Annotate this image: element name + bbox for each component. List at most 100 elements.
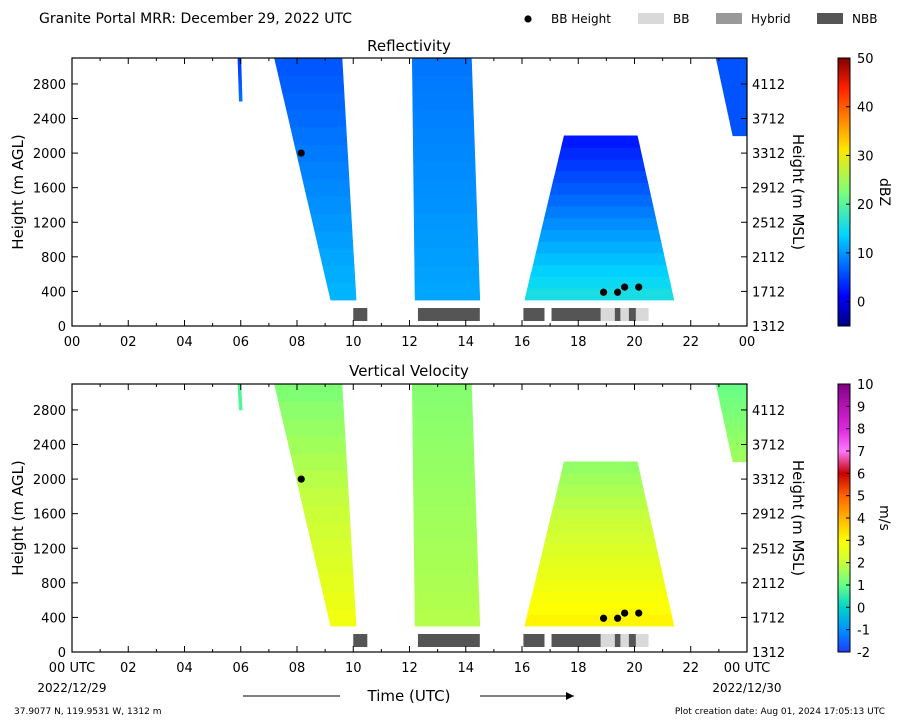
panel-1-y2label: Height (m MSL) [789, 134, 807, 250]
x-tick-label: 02 [120, 335, 137, 350]
echo-slice [532, 578, 667, 592]
echo-slice [527, 276, 672, 289]
echo-slice [414, 265, 480, 284]
echo-slice [715, 383, 748, 390]
bb-class-nbb-segment [551, 634, 601, 647]
figure-title: Granite Portal MRR: December 29, 2022 UT… [39, 11, 352, 27]
echo-slice [530, 590, 670, 603]
colorbar-velocity-label: m/s [876, 505, 892, 531]
y-tick-label: 0 [58, 320, 66, 335]
bb-class-nbb-segment [551, 308, 601, 321]
x-tick-label: 18 [570, 335, 587, 350]
x-tick-label: 20 [626, 661, 643, 676]
echo-slice [552, 496, 649, 510]
echo-slice [413, 539, 478, 558]
panel-2-title: Vertical Velocity [349, 362, 469, 380]
echo-slice [411, 57, 473, 76]
echo-slice [414, 608, 481, 627]
echo-slice [724, 422, 748, 429]
echo-region-echo-23 [715, 57, 748, 137]
echo-slice [413, 213, 478, 232]
panel-2-y2label: Height (m MSL) [789, 460, 807, 576]
echo-region-band-07-10 [274, 57, 357, 301]
x-tick-label: 02 [120, 661, 137, 676]
colorbar-velocity-tick-label: 6 [857, 467, 865, 482]
x-tick-label: 04 [176, 661, 193, 676]
bb-height-point [621, 609, 629, 617]
bb-height-point [621, 283, 629, 291]
colorbar-reflectivity-tick-label: 50 [857, 52, 874, 67]
echo-slice [561, 135, 641, 148]
y-tick-label: 1200 [33, 216, 66, 231]
x-tick-label: 04 [176, 335, 193, 350]
echo-slice [412, 144, 476, 162]
echo-slice [722, 416, 748, 424]
echo-slice [527, 602, 672, 615]
legend-hybrid-label: Hybrid [751, 12, 791, 26]
echo-slice [535, 241, 664, 254]
echo-slice [532, 252, 667, 266]
colorbar-reflectivity-bar [837, 57, 851, 327]
x-tick-label: 10 [345, 335, 362, 350]
echo-slice [413, 487, 476, 506]
bb-class-bb-segment [600, 634, 615, 647]
y-tick-label: 2800 [33, 78, 66, 93]
echo-slice [412, 126, 475, 145]
y2-tick-label: 2512 [752, 542, 785, 557]
echo-slice [720, 79, 748, 87]
echo-slice [719, 400, 748, 407]
bb-class-nbb-segment [628, 308, 636, 321]
colorbar-reflectivity-tick-label: 0 [857, 296, 865, 311]
bb-height-point [297, 475, 305, 483]
x-tick-label: 16 [514, 661, 531, 676]
bb-class-nbb-segment [523, 634, 545, 647]
echo-slice [238, 76, 242, 80]
echo-slice [555, 484, 646, 498]
bb-class-nbb-segment [628, 634, 636, 647]
echo-slice [546, 194, 654, 207]
echo-slice [412, 75, 473, 93]
y-tick-label: 1600 [33, 508, 66, 523]
echo-slice [725, 428, 748, 435]
echo-slice [237, 63, 242, 68]
echo-slice [721, 85, 748, 92]
echo-slice [306, 521, 352, 540]
echo-slice [302, 178, 351, 197]
echo-slice [310, 213, 353, 232]
colorbar-velocity-tick-label: 3 [857, 534, 865, 549]
echo-slice [412, 435, 475, 454]
echo-slice [306, 196, 352, 214]
colorbar-velocity-tick-label: 7 [857, 445, 865, 460]
echo-slice [558, 147, 643, 160]
echo-slice [326, 282, 357, 301]
echo-slice [524, 287, 675, 301]
bb-class-bb-segment [600, 308, 615, 321]
echo-slice [238, 82, 243, 87]
echo-slice [535, 567, 664, 580]
echo-slice [716, 389, 748, 396]
echo-slice [322, 591, 356, 610]
echo-slice [412, 452, 475, 471]
colorbar-reflectivity-label: dBZ [876, 178, 892, 206]
colorbar-velocity-tick-label: 4 [857, 512, 865, 527]
start-date-label: 2022/12/29 [37, 681, 106, 695]
y2-tick-label: 3312 [752, 473, 785, 488]
echo-slice [720, 405, 748, 413]
echo-region-band-16-21 [524, 135, 675, 301]
x-tick-label: 10 [345, 661, 362, 676]
colorbar-velocity: m/s -2 -1 0 1 2 3 4 5 6 7 8 9 10 [837, 378, 892, 661]
bb-class-nbb-segment [523, 308, 545, 321]
y2-tick-label: 1712 [752, 285, 785, 300]
echo-slice [278, 400, 345, 419]
echo-slice [412, 470, 476, 489]
echo-slice [290, 452, 348, 471]
echo-region-band-12-14 [411, 57, 481, 301]
echo-slice [326, 608, 357, 627]
echo-slice [413, 556, 479, 575]
echo-slice [274, 383, 344, 402]
echo-slice [413, 521, 478, 540]
y2-tick-label: 1312 [752, 646, 785, 661]
echo-slice [546, 520, 654, 533]
echo-slice [310, 539, 353, 558]
x-tick-label: 00 UTC [724, 661, 770, 676]
